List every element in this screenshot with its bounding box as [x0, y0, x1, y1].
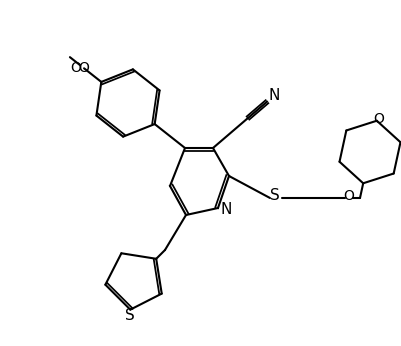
Text: O: O — [79, 61, 89, 75]
Text: O: O — [71, 61, 81, 75]
Text: O: O — [344, 189, 354, 203]
Text: N: N — [268, 88, 279, 103]
Text: O: O — [373, 112, 384, 126]
Text: S: S — [126, 308, 135, 323]
Text: N: N — [220, 202, 232, 218]
Text: S: S — [270, 188, 280, 202]
